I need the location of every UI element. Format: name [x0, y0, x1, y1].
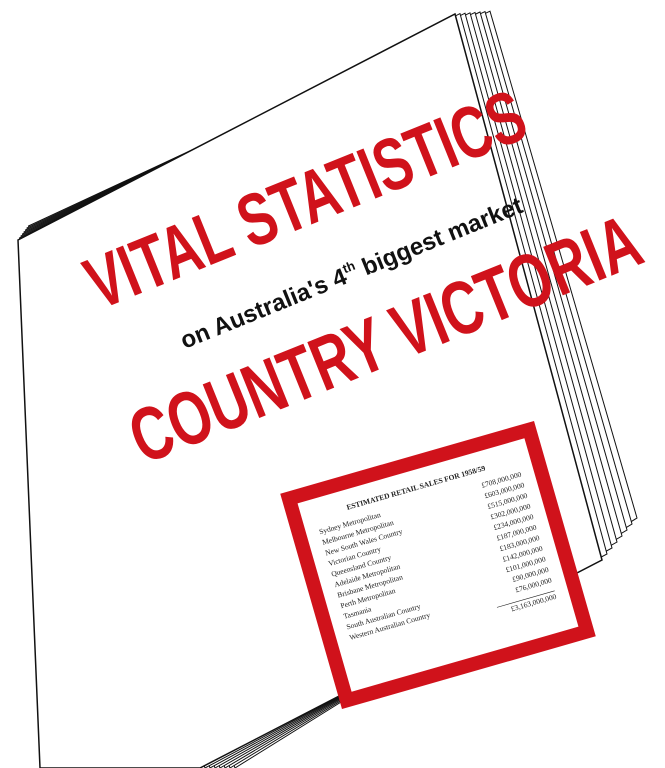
page: dasks toary, VITAL STATISTICS on Austral…	[0, 0, 665, 768]
